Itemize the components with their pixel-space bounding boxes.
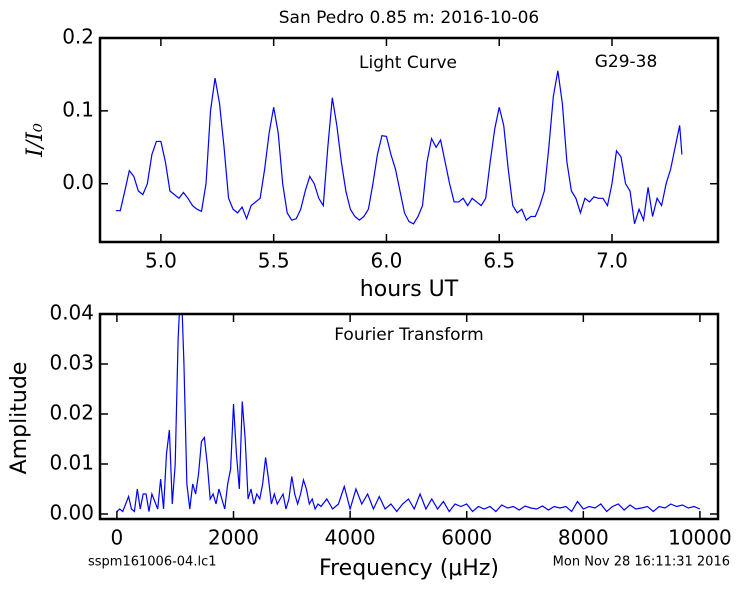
y-tick-label: 0.00	[49, 501, 94, 525]
y-axis-label: Amplitude	[7, 362, 32, 475]
annotation: Fourier Transform	[334, 325, 483, 345]
y-tick-label: 0.02	[49, 401, 94, 425]
x-tick-label: 5.0	[145, 249, 177, 273]
x-tick-label: 6.0	[371, 249, 403, 273]
data-line	[115, 70, 683, 225]
y-tick-label: 0.2	[62, 25, 94, 49]
x-tick-label: 0	[111, 526, 124, 550]
x-tick-label: 8000	[558, 526, 609, 550]
x-tick-label: 2000	[208, 526, 259, 550]
y-tick-label: 0.0	[62, 170, 94, 194]
x-tick-label: 6000	[441, 526, 492, 550]
data-line	[116, 314, 701, 513]
x-axis-label: Frequency (μHz)	[319, 556, 499, 581]
x-tick-label: 7.0	[596, 249, 628, 273]
axes-frame	[98, 36, 720, 244]
x-tick-label: 5.5	[258, 249, 290, 273]
axes-frame	[98, 312, 720, 521]
y-tick-label: 0.1	[62, 97, 94, 121]
x-tick-label: 10000	[668, 526, 732, 550]
x-tick-label: 4000	[325, 526, 376, 550]
y-tick-label: 0.03	[49, 351, 94, 375]
x-tick-label: 6.5	[483, 249, 515, 273]
footer-left: sspm161006-04.lc1	[88, 555, 216, 570]
annotation: Light Curve	[359, 53, 457, 73]
y-axis-label: I/I₀	[23, 123, 48, 158]
annotation: G29-38	[595, 52, 658, 72]
chart-title: San Pedro 0.85 m: 2016-10-06	[279, 8, 539, 28]
footer-right: Mon Nov 28 16:11:31 2016	[553, 555, 730, 570]
x-axis-label: hours UT	[360, 277, 459, 302]
y-tick-label: 0.01	[49, 451, 94, 475]
y-tick-label: 0.04	[49, 301, 94, 325]
